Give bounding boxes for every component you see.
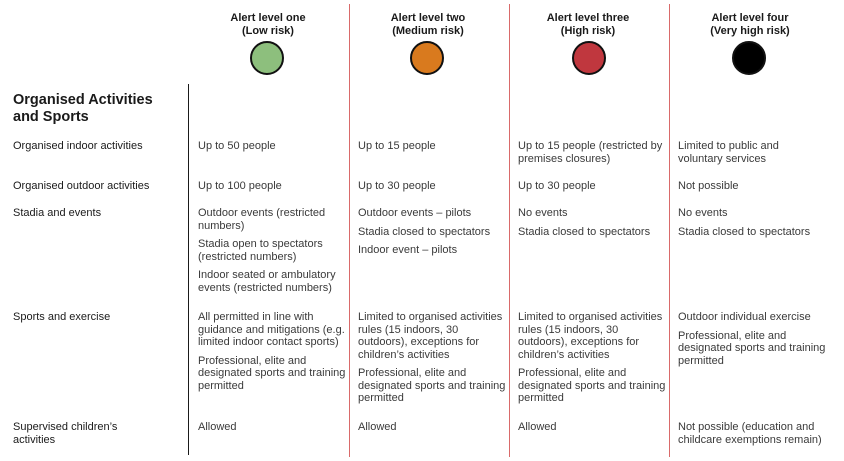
level-name: Alert level four bbox=[711, 12, 789, 24]
cell-sports-level-one: All permitted in line with guidance and … bbox=[198, 311, 346, 398]
cell-indoor-level-three: Up to 15 people (restricted by premises … bbox=[518, 140, 666, 171]
cell-text: Limited to organised activities rules (1… bbox=[518, 311, 663, 361]
cell-text: Limited to public and voluntary services bbox=[678, 140, 779, 165]
cell-text: Not possible bbox=[678, 180, 739, 192]
column-divider-1 bbox=[349, 4, 350, 457]
cell-children-level-two: Allowed bbox=[358, 421, 506, 440]
column-divider-2 bbox=[509, 4, 510, 457]
row-label-outdoor-activities: Organised outdoor activities bbox=[13, 180, 150, 192]
cell-text: Limited to organised activities rules (1… bbox=[358, 311, 503, 361]
cell-text: Allowed bbox=[198, 421, 237, 433]
cell-text: Up to 15 people bbox=[358, 140, 436, 152]
level-risk: (High risk) bbox=[560, 25, 616, 37]
section-title: Organised Activities and Sports bbox=[13, 92, 153, 125]
cell-text: Up to 100 people bbox=[198, 180, 282, 192]
alert-level-one-indicator-icon bbox=[250, 41, 284, 75]
row-label-indoor-activities: Organised indoor activities bbox=[13, 140, 143, 152]
cell-text: No events bbox=[518, 207, 568, 219]
cell-indoor-level-four: Limited to public and voluntary services bbox=[678, 140, 826, 171]
alert-level-two-indicator-icon bbox=[410, 41, 444, 75]
cell-text: Professional, elite and designated sport… bbox=[678, 329, 826, 367]
cell-text: Stadia closed to spectators bbox=[358, 225, 491, 238]
cell-outdoor-level-two: Up to 30 people bbox=[358, 180, 506, 199]
cell-children-level-four: Not possible (education and childcare ex… bbox=[678, 421, 828, 452]
cell-text: Outdoor events – pilots bbox=[358, 207, 472, 219]
level-name: Alert level one bbox=[230, 12, 306, 24]
cell-sports-level-two: Limited to organised activities rules (1… bbox=[358, 311, 506, 411]
cell-text: Indoor event – pilots bbox=[358, 244, 458, 256]
cell-outdoor-level-four: Not possible bbox=[678, 180, 826, 199]
cell-stadia-level-three: No events Stadia closed to spectators bbox=[518, 207, 666, 244]
cell-children-level-one: Allowed bbox=[198, 421, 346, 440]
alert-level-two-header: Alert level two (Medium risk) bbox=[353, 12, 503, 38]
cell-text: Outdoor individual exercise bbox=[678, 311, 811, 323]
cell-text: Professional, elite and designated sport… bbox=[358, 367, 506, 404]
cell-sports-level-four: Outdoor individual exercise Professional… bbox=[678, 311, 826, 373]
alert-level-four-indicator-icon bbox=[732, 41, 766, 75]
label-column-divider bbox=[188, 84, 189, 455]
cell-text: All permitted in line with guidance and … bbox=[198, 311, 345, 348]
level-risk: (Medium risk) bbox=[392, 25, 464, 37]
level-risk: (Very high risk) bbox=[710, 25, 790, 37]
row-label-sports-exercise: Sports and exercise bbox=[13, 311, 111, 323]
cell-stadia-level-two: Outdoor events – pilots Stadia closed to… bbox=[358, 207, 506, 263]
cell-text: Professional, elite and designated sport… bbox=[518, 367, 666, 404]
cell-text: Stadia closed to spectators bbox=[518, 225, 651, 238]
level-name: Alert level three bbox=[546, 12, 630, 24]
cell-text: No events bbox=[678, 207, 728, 219]
cell-indoor-level-one: Up to 50 people bbox=[198, 140, 346, 159]
cell-sports-level-three: Limited to organised activities rules (1… bbox=[518, 311, 666, 411]
cell-text: Allowed bbox=[518, 421, 557, 433]
cell-text: Not possible (education and childcare ex… bbox=[678, 421, 822, 446]
cell-outdoor-level-three: Up to 30 people bbox=[518, 180, 666, 199]
cell-text: Allowed bbox=[358, 421, 397, 433]
cell-text: Indoor seated or ambulatory events (rest… bbox=[198, 269, 336, 294]
cell-text: Up to 15 people (restricted by premises … bbox=[518, 140, 663, 165]
cell-text: Stadia open to spectators (restricted nu… bbox=[198, 238, 323, 263]
cell-stadia-level-one: Outdoor events (restricted numbers) Stad… bbox=[198, 207, 346, 300]
level-name: Alert level two bbox=[390, 12, 466, 24]
cell-text: Stadia closed to spectators bbox=[678, 225, 811, 238]
cell-indoor-level-two: Up to 15 people bbox=[358, 140, 506, 159]
cell-text: Up to 30 people bbox=[358, 180, 436, 192]
column-divider-3 bbox=[669, 4, 670, 457]
cell-stadia-level-four: No events Stadia closed to spectators bbox=[678, 207, 826, 244]
cell-text: Up to 30 people bbox=[518, 180, 596, 192]
cell-outdoor-level-one: Up to 100 people bbox=[198, 180, 346, 199]
row-label-supervised-children: Supervised children’s activities bbox=[13, 421, 118, 446]
cell-text: Outdoor events (restricted numbers) bbox=[198, 207, 326, 232]
alert-level-three-header: Alert level three (High risk) bbox=[513, 12, 663, 38]
level-risk: (Low risk) bbox=[242, 25, 294, 37]
cell-text: Up to 50 people bbox=[198, 140, 276, 152]
row-label-stadia-events: Stadia and events bbox=[13, 207, 102, 219]
cell-text: Professional, elite and designated sport… bbox=[198, 354, 346, 392]
cell-children-level-three: Allowed bbox=[518, 421, 666, 440]
alert-level-three-indicator-icon bbox=[572, 41, 606, 75]
alert-level-four-header: Alert level four (Very high risk) bbox=[675, 12, 825, 38]
alert-level-one-header: Alert level one (Low risk) bbox=[193, 12, 343, 38]
